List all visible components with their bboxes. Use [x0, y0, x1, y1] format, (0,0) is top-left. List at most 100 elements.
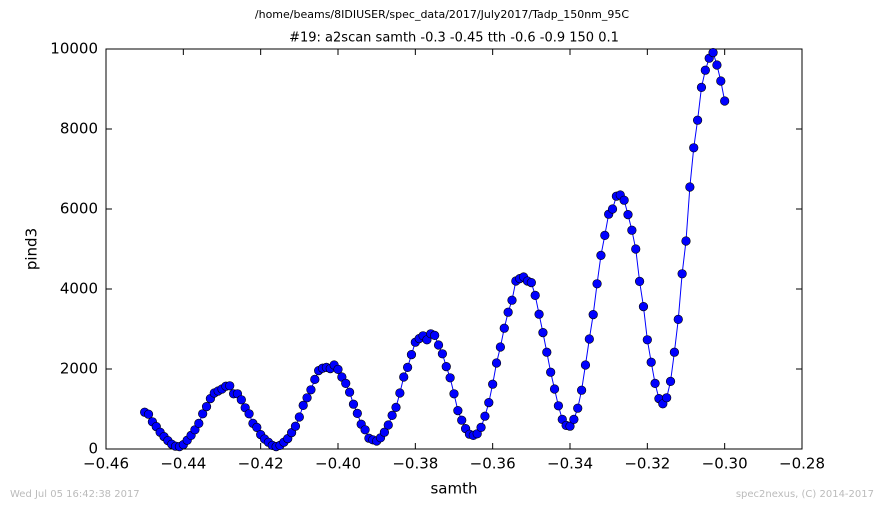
data-point [677, 269, 687, 279]
data-point [499, 323, 509, 333]
data-point [391, 402, 401, 413]
suptitle: /home/beams/8IDIUSER/spec_data/2017/July… [255, 8, 630, 21]
data-point [592, 279, 602, 289]
data-point [720, 96, 730, 106]
data-point [712, 60, 722, 70]
data-point [576, 385, 587, 395]
data-point [716, 76, 726, 86]
data-point [534, 309, 544, 319]
data-point [194, 418, 204, 429]
y-tick-label: 10000 [50, 40, 98, 58]
data-point [333, 364, 343, 375]
data-point [627, 225, 637, 235]
data-point [379, 427, 390, 437]
data-point [596, 250, 606, 260]
data-point [700, 65, 710, 75]
data-point [395, 388, 405, 398]
y-tick-label: 4000 [60, 280, 98, 298]
data-point [507, 295, 517, 305]
x-tick-label: −0.34 [547, 455, 593, 473]
data-point [549, 384, 560, 394]
data-point [399, 372, 409, 382]
x-tick-label: −0.28 [779, 455, 825, 473]
x-tick-label: −0.42 [238, 455, 284, 473]
data-point [584, 334, 594, 344]
data-point [588, 310, 598, 320]
data-point [696, 82, 707, 92]
data-point [662, 393, 672, 403]
data-point [480, 411, 490, 421]
data-point [244, 409, 254, 419]
data-point [406, 350, 417, 360]
data-point [348, 399, 359, 409]
data-point [488, 379, 498, 389]
data-point [302, 393, 312, 403]
data-point [565, 421, 575, 431]
data-point [437, 349, 448, 359]
data-point [387, 410, 397, 421]
data-point [673, 314, 683, 325]
y-tick-label: 8000 [60, 120, 98, 138]
data-point [345, 387, 355, 397]
data-point [634, 276, 645, 287]
data-point [638, 302, 649, 312]
x-axis-label: samth [430, 480, 477, 498]
data-point [692, 115, 703, 125]
data-point [445, 373, 455, 383]
data-point [352, 408, 362, 419]
data-point [143, 409, 154, 419]
data-point [530, 290, 540, 301]
data-point [619, 195, 629, 205]
data-point [433, 340, 444, 350]
data-point [484, 398, 494, 408]
data-point [642, 335, 652, 345]
data-point [607, 204, 618, 214]
plot-frame [105, 48, 803, 450]
data-point [646, 357, 656, 367]
data-point [290, 421, 301, 431]
data-point [631, 244, 641, 254]
footer-left: Wed Jul 05 16:42:38 2017 [10, 489, 140, 500]
data-point [503, 307, 513, 317]
data-point [573, 403, 583, 413]
data-point [708, 47, 718, 58]
data-point [252, 422, 262, 433]
data-point [681, 236, 691, 246]
data-point [360, 425, 370, 435]
y-tick-label: 0 [88, 440, 98, 458]
y-tick-label: 2000 [60, 360, 98, 378]
footer-right: spec2nexus, (C) 2014-2017 [736, 489, 874, 500]
data-point [495, 342, 506, 352]
x-tick-label: −0.30 [702, 455, 748, 473]
chart-title: #19: a2scan samth -0.3 -0.45 tth -0.6 -0… [289, 31, 619, 46]
x-tick-label: −0.40 [315, 455, 361, 473]
data-point [546, 367, 556, 377]
data-point [430, 330, 440, 341]
data-point [201, 402, 212, 412]
data-point [225, 381, 235, 391]
data-point [306, 385, 316, 395]
data-point [650, 378, 660, 389]
data-point [553, 401, 564, 411]
data-point [623, 210, 633, 220]
data-point [476, 422, 486, 433]
data-point [457, 415, 467, 425]
x-tick-label: −0.44 [160, 455, 206, 473]
data-point [453, 406, 463, 416]
data-point [491, 358, 502, 368]
data-point [665, 376, 676, 387]
x-tick-label: −0.38 [392, 455, 438, 473]
data-point [580, 360, 591, 370]
data-point [542, 347, 552, 357]
data-point [449, 389, 459, 399]
y-tick-label: 6000 [60, 200, 98, 218]
x-tick-label: −0.32 [624, 455, 670, 473]
x-tick-label: −0.46 [83, 455, 129, 473]
data-point [403, 362, 413, 373]
data-point [441, 362, 451, 372]
x-tick-label: −0.36 [470, 455, 516, 473]
data-point [294, 412, 304, 422]
data-point [689, 143, 699, 153]
